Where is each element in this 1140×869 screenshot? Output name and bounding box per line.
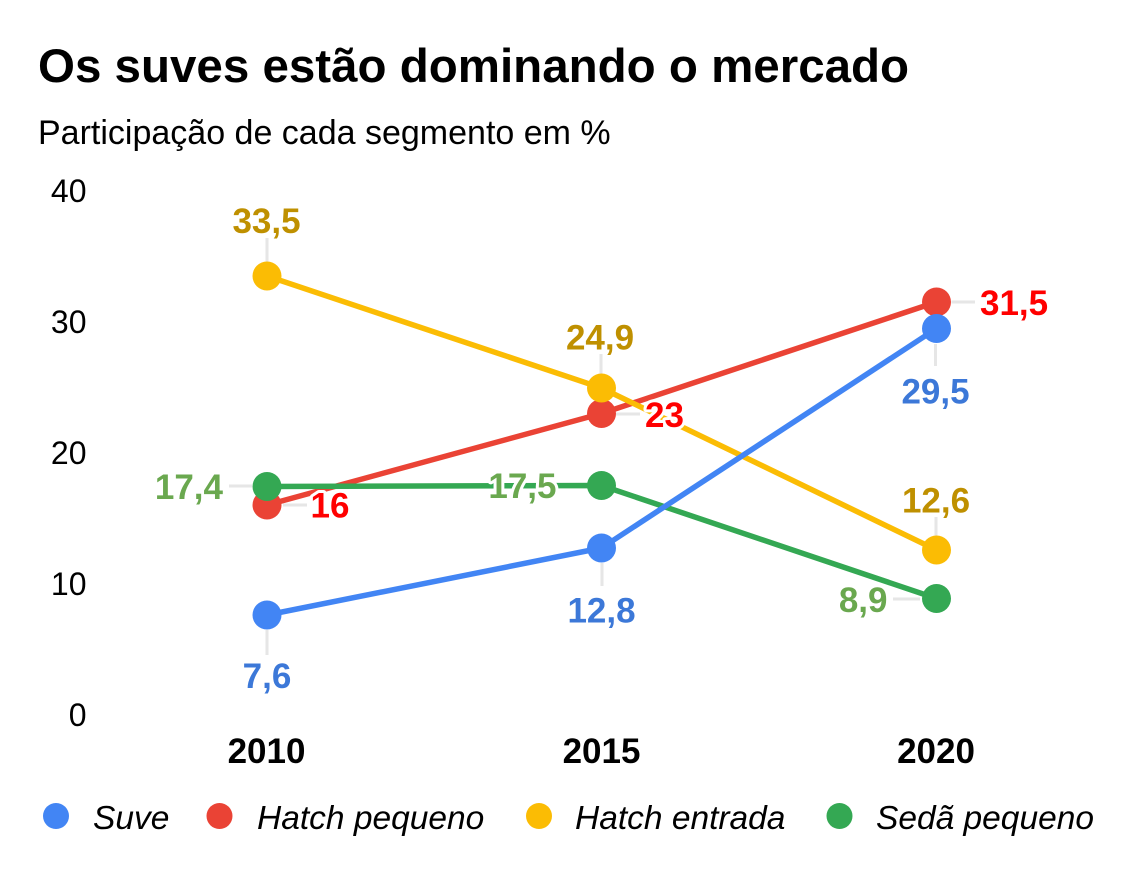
svg-text:0: 0 xyxy=(69,697,87,733)
svg-text:33,5: 33,5 xyxy=(232,202,300,241)
svg-text:Suve: Suve xyxy=(93,800,169,837)
svg-text:31,5: 31,5 xyxy=(980,284,1048,323)
svg-text:40: 40 xyxy=(51,173,87,209)
svg-text:17,4: 17,4 xyxy=(155,468,224,507)
svg-text:Participação de cada segmento: Participação de cada segmento em % xyxy=(38,114,611,152)
svg-text:7,6: 7,6 xyxy=(243,657,292,696)
svg-text:Hatch entrada: Hatch entrada xyxy=(575,800,785,837)
svg-text:12,8: 12,8 xyxy=(567,592,635,631)
svg-text:30: 30 xyxy=(51,304,87,340)
svg-text:10: 10 xyxy=(51,566,87,602)
svg-text:Hatch pequeno: Hatch pequeno xyxy=(257,800,484,837)
svg-text:8,9: 8,9 xyxy=(839,581,888,620)
svg-text:16: 16 xyxy=(311,487,350,526)
svg-text:Sedã pequeno: Sedã pequeno xyxy=(876,800,1094,837)
svg-text:29,5: 29,5 xyxy=(901,373,969,412)
svg-text:2020: 2020 xyxy=(897,732,975,771)
svg-text:2015: 2015 xyxy=(563,732,641,771)
svg-text:2010: 2010 xyxy=(228,732,306,771)
svg-text:24,9: 24,9 xyxy=(566,319,634,358)
svg-text:12,6: 12,6 xyxy=(902,482,970,521)
svg-text:23: 23 xyxy=(645,396,684,435)
svg-text:17,5: 17,5 xyxy=(488,467,556,506)
svg-text:Os suves estão dominando o mer: Os suves estão dominando o mercado xyxy=(38,40,909,93)
svg-text:20: 20 xyxy=(51,435,87,471)
